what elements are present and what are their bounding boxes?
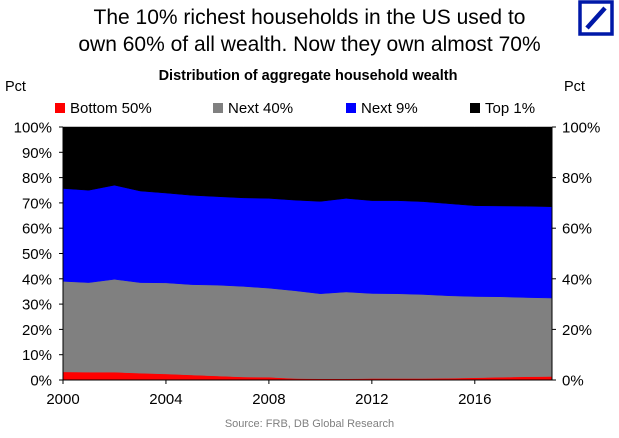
legend-label-top-1: Top 1% — [485, 100, 535, 117]
x-tick-label: 2008 — [252, 391, 285, 408]
source-note: Source: FRB, DB Global Research — [224, 418, 395, 430]
legend-label-bottom-50: Bottom 50% — [70, 100, 152, 117]
y-axis-label-left: Pct — [5, 79, 26, 95]
left-tick-label: 20% — [22, 322, 52, 339]
left-tick-label: 80% — [22, 170, 52, 187]
left-tick-label: 70% — [22, 195, 52, 212]
right-tick-label: 60% — [562, 221, 592, 238]
left-tick-label: 10% — [22, 347, 52, 364]
right-tick-label: 20% — [562, 322, 592, 339]
legend-swatch-next-40 — [213, 103, 223, 113]
legend-label-next-9: Next 9% — [361, 100, 418, 117]
left-tick-label: 30% — [22, 297, 52, 314]
right-tick-label: 80% — [562, 170, 592, 187]
legend-swatch-top-1 — [470, 103, 480, 113]
x-tick-label: 2004 — [149, 391, 182, 408]
right-tick-label: 100% — [562, 120, 600, 137]
right-tick-label: 0% — [562, 373, 584, 390]
chart-title: Distribution of aggregate household weal… — [159, 68, 458, 84]
left-tick-label: 60% — [22, 221, 52, 238]
legend: Bottom 50% Next 40% Next 9% Top 1% — [55, 100, 535, 117]
left-tick-label: 90% — [22, 145, 52, 162]
left-tick-label: 50% — [22, 246, 52, 263]
x-tick-label: 2012 — [355, 391, 388, 408]
headline-line-1: The 10% richest households in the US use… — [93, 6, 526, 29]
x-tick-label: 2016 — [458, 391, 491, 408]
right-y-ticks: 0% 20% 40% 60% 80% 100% — [552, 120, 600, 390]
x-ticks: 2000 2004 2008 2012 2016 — [46, 380, 491, 408]
legend-swatch-bottom-50 — [55, 103, 65, 113]
legend-swatch-next-9 — [346, 103, 356, 113]
right-tick-label: 40% — [562, 271, 592, 288]
headline: The 10% richest households in the US use… — [0, 4, 619, 58]
left-y-ticks: 0% 10% 20% 30% 40% 50% 60% 70% 80% 90% 100% — [14, 120, 63, 390]
y-axis-label-right: Pct — [564, 79, 585, 95]
left-tick-label: 40% — [22, 271, 52, 288]
deutsche-bank-logo-icon — [578, 0, 614, 36]
left-tick-label: 0% — [30, 373, 52, 390]
x-tick-label: 2000 — [46, 391, 79, 408]
headline-line-2: own 60% of all wealth. Now they own almo… — [78, 33, 541, 56]
left-tick-label: 100% — [14, 120, 52, 137]
legend-label-next-40: Next 40% — [228, 100, 293, 117]
stacked-areas — [62, 126, 553, 381]
